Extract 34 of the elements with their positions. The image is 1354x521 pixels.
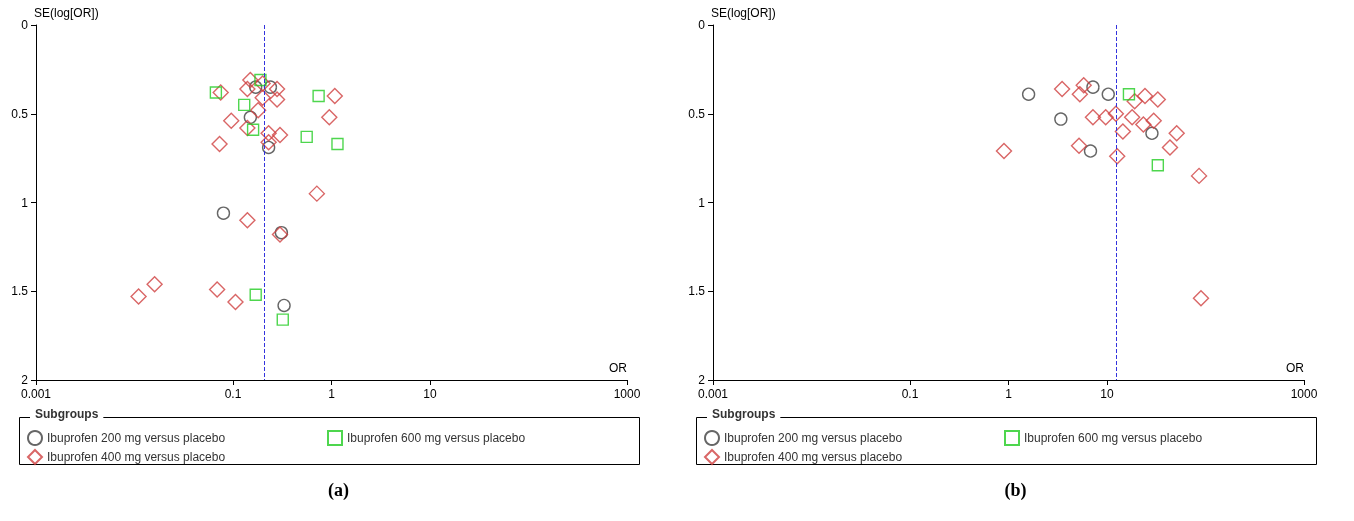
x-axis-title: OR	[1286, 361, 1305, 375]
x-tick-label: 1000	[613, 387, 641, 401]
y-axis-title: SE(log[OR])	[34, 6, 99, 20]
y-axis-title: SE(log[OR])	[711, 6, 776, 20]
legend-title: Subgroups	[35, 407, 99, 421]
y-tick-label: 1	[21, 195, 29, 210]
legend-title: Subgroups	[712, 407, 776, 421]
x-tick-label: 0.1	[224, 387, 242, 401]
text: (a)	[328, 480, 350, 501]
y-tick-label: 0	[698, 18, 706, 32]
x-axis-title: OR	[609, 361, 628, 375]
y-tick-label: 0.5	[11, 106, 29, 121]
legend-label: Ibuprofen 600 mg versus placebo	[1024, 431, 1203, 445]
y-tick-label: 1.5	[11, 284, 29, 299]
legend-label: Ibuprofen 200 mg versus placebo	[47, 431, 226, 445]
legend-label: Ibuprofen 600 mg versus placebo	[347, 431, 526, 445]
x-tick-label: 1	[1005, 387, 1013, 401]
y-tick-label: 2	[21, 373, 29, 387]
legend-label: Ibuprofen 400 mg versus placebo	[724, 450, 903, 464]
x-tick-label: 1	[328, 387, 336, 401]
x-tick-label: 10	[423, 387, 437, 401]
y-tick-label: 1	[698, 195, 706, 210]
legend-label: Ibuprofen 200 mg versus placebo	[724, 431, 903, 445]
y-tick-label: 1.5	[688, 284, 706, 299]
y-tick-label: 2	[698, 373, 706, 387]
x-tick-label: 0.001	[697, 387, 729, 401]
y-tick-label: 0.5	[688, 106, 706, 121]
y-tick-label: 0	[21, 18, 29, 32]
text: (b)	[1004, 480, 1027, 501]
x-tick-label: 1000	[1290, 387, 1318, 401]
x-tick-label: 10	[1100, 387, 1114, 401]
x-tick-label: 0.1	[901, 387, 919, 401]
legend-label: Ibuprofen 400 mg versus placebo	[47, 450, 226, 464]
x-tick-label: 0.001	[20, 387, 52, 401]
